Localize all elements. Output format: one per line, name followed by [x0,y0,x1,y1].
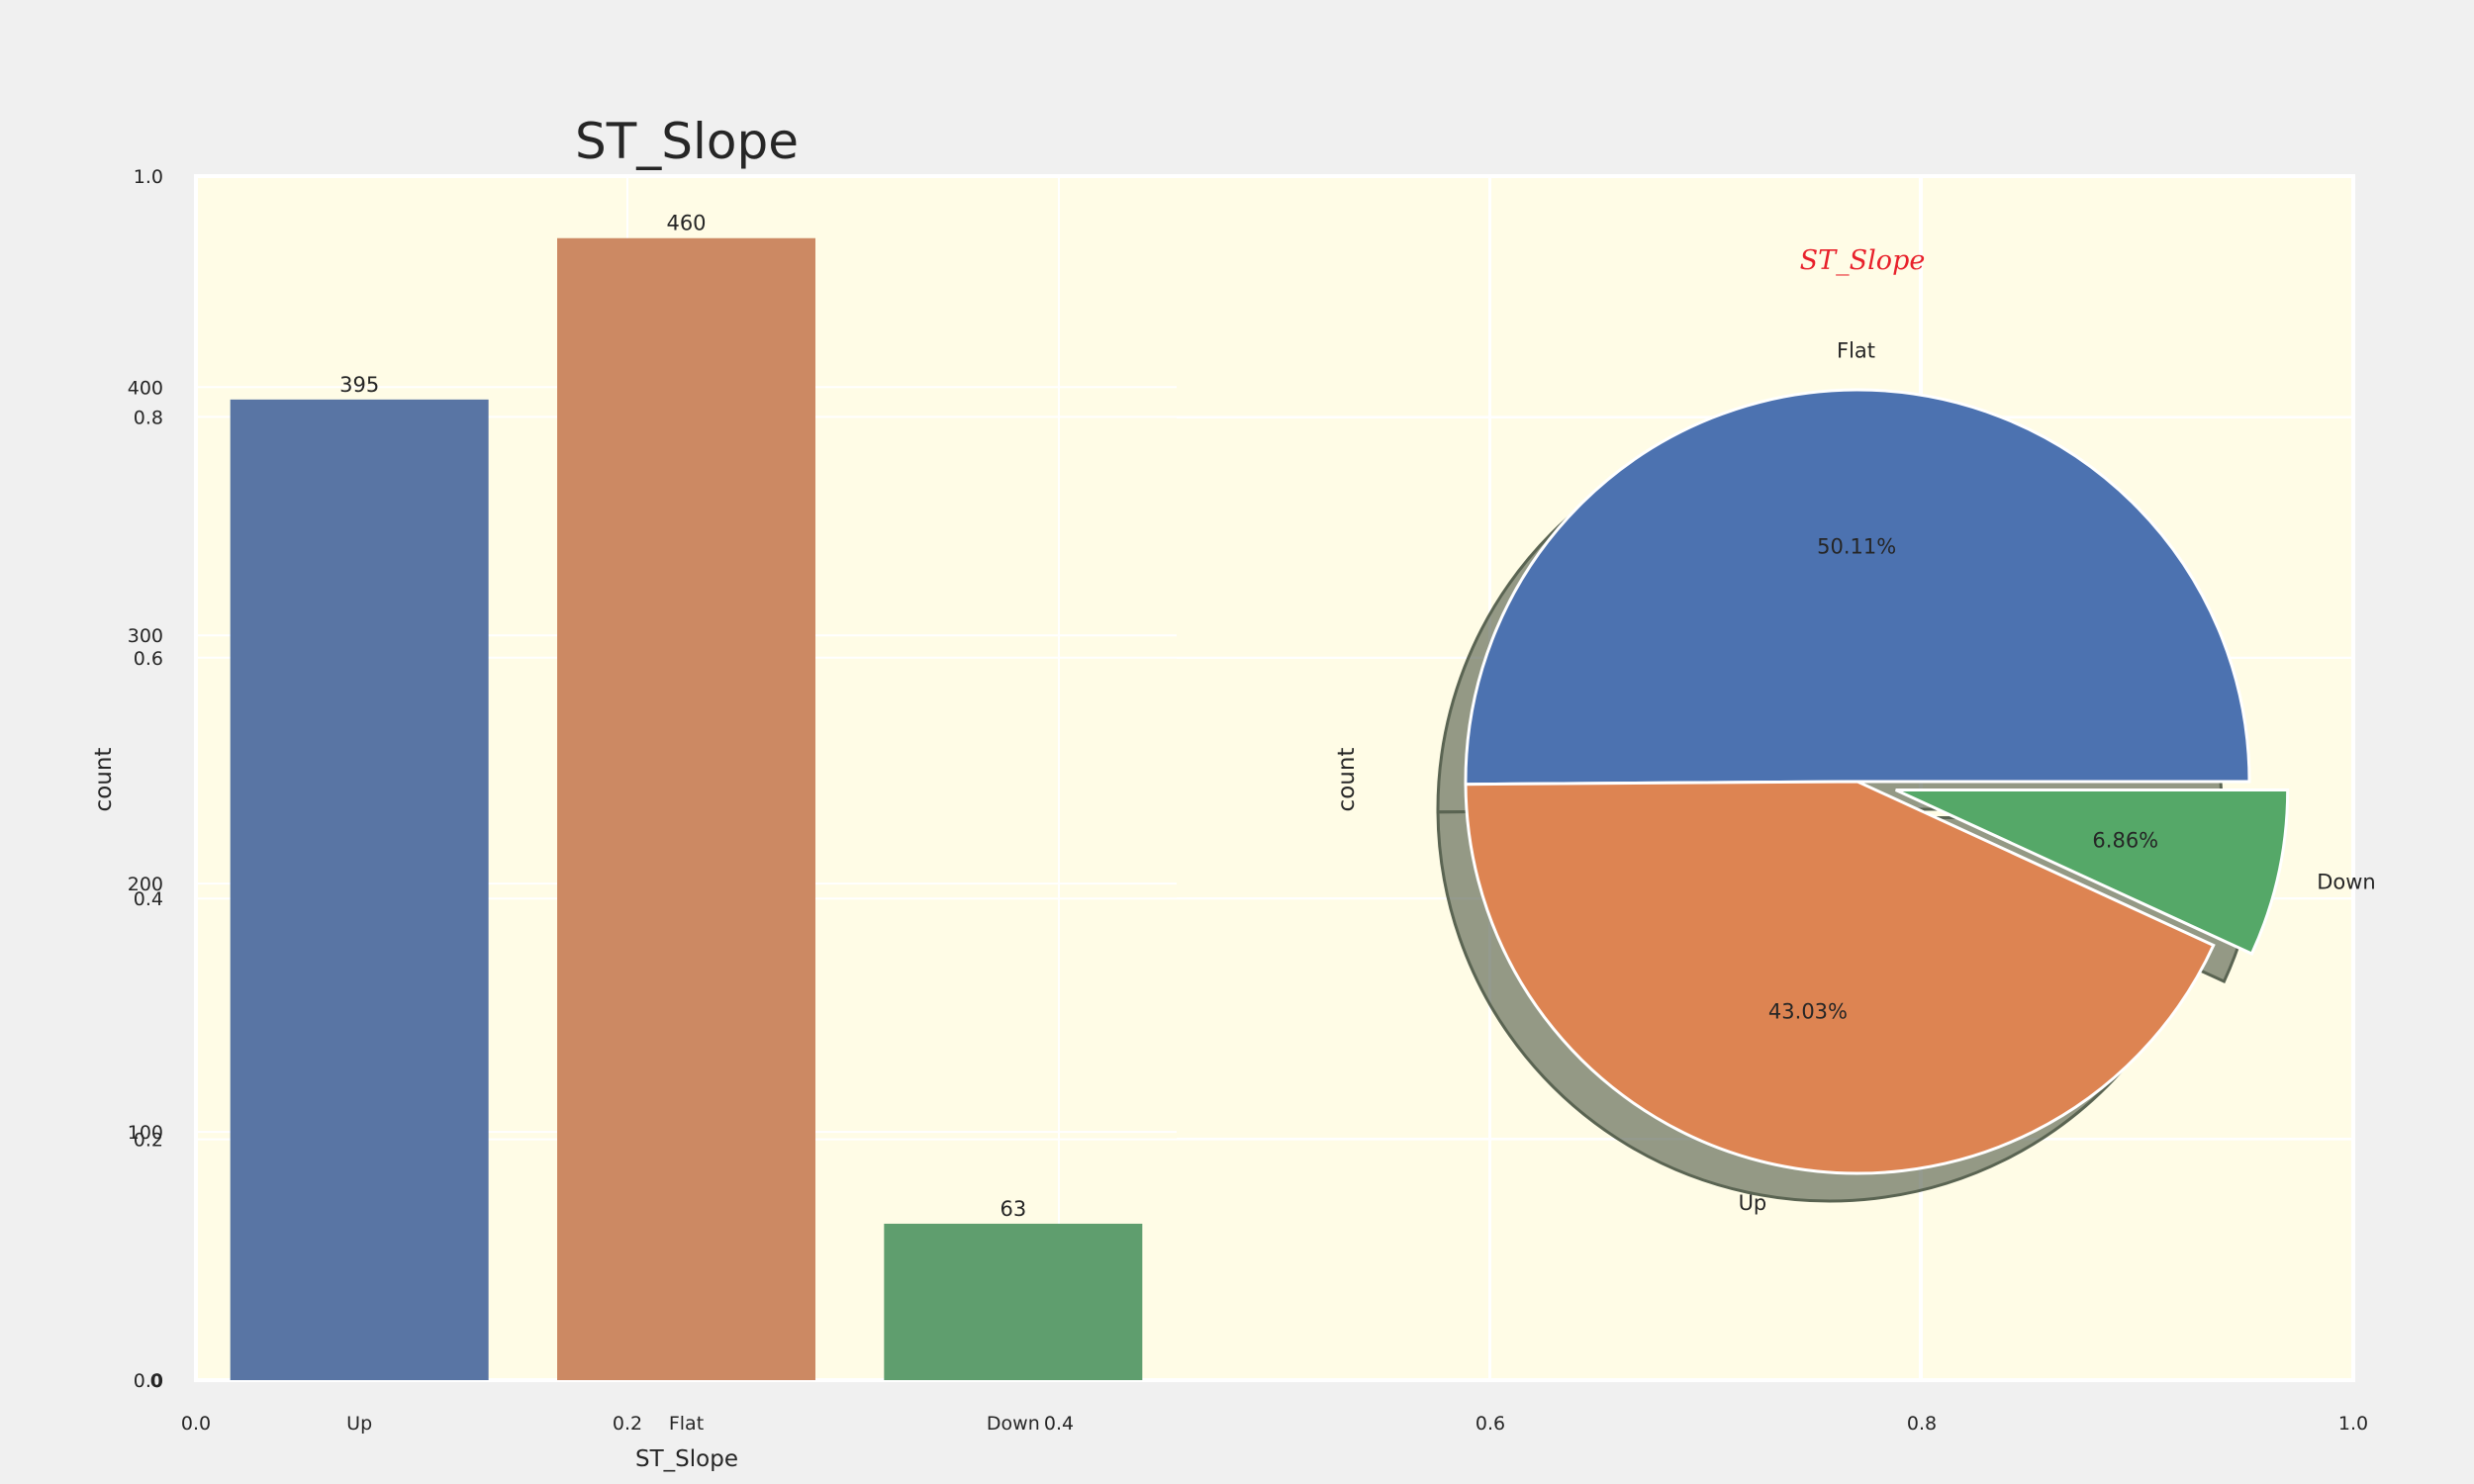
background-y-tick-label: 0.6 [134,648,163,670]
background-y-tick-label: 1.0 [134,166,163,188]
bar-axis-ticks: 0 100 200 300 400 Up Flat Down [128,377,1040,1435]
pie-y-axis-label: count [1334,748,1360,812]
bar-y-tick-label: 0 [150,1370,163,1392]
bar-down [884,1223,1143,1380]
bar-chart-title: ST_Slope [575,113,799,170]
pie-percent-label: 6.86% [2092,828,2158,852]
bar-flat [557,237,815,1381]
background-axis-ticks: 0.0 0.2 0.4 0.6 0.8 1.0 0.0 0.2 0.4 0.6 0.8 1.0 [134,166,2368,1435]
pie-category-label: Flat [1837,338,1875,362]
pie-percent-label: 43.03% [1768,999,1848,1023]
bar-y-tick-label: 200 [128,874,163,895]
bar-value-label: 460 [666,212,706,235]
bar-up [230,399,489,1380]
bar-x-axis-label: ST_Slope [635,1446,738,1472]
bar-chart: 395 460 63 [230,212,1143,1381]
background-x-tick-label: 0.6 [1475,1413,1505,1435]
background-y-tick-label: 0.2 [134,1130,163,1152]
pie-category-label: Up [1739,1191,1767,1215]
pie-slice-flat [1464,388,2251,787]
background-y-tick-label: 0.4 [134,888,163,910]
bar-value-label: 63 [999,1197,1026,1221]
background-x-tick-label: 0.4 [1044,1413,1074,1435]
pie-category-label: Down [2317,871,2376,894]
pie-chart-title: ST_Slope [1800,245,1926,276]
background-y-tick-label: 0.8 [134,407,163,428]
bar-y-axis-label: count [91,748,117,812]
background-x-tick-label: 0.8 [1907,1413,1937,1435]
bar-x-tick-label: Down [987,1413,1040,1435]
bar-y-tick-label: 100 [128,1122,163,1144]
pie-chart: 50.11% Flat 43.03% Up 6.86% Down [1436,338,2376,1215]
background-y-tick-label: 0.0 [134,1370,163,1392]
background-x-tick-label: 1.0 [2338,1413,2368,1435]
background-x-tick-label: 0.0 [181,1413,211,1435]
pie-percent-label: 50.11% [1817,534,1896,558]
pie-slice-down [1895,788,2290,956]
bar-y-tick-label: 300 [128,625,163,647]
background-x-tick-label: 0.2 [613,1413,642,1435]
bar-value-label: 395 [339,373,379,397]
pie-slice-up [1464,780,2216,1175]
bar-y-tick-label: 400 [128,377,163,399]
bar-x-tick-label: Flat [669,1413,704,1435]
bar-x-tick-label: Up [346,1413,372,1435]
